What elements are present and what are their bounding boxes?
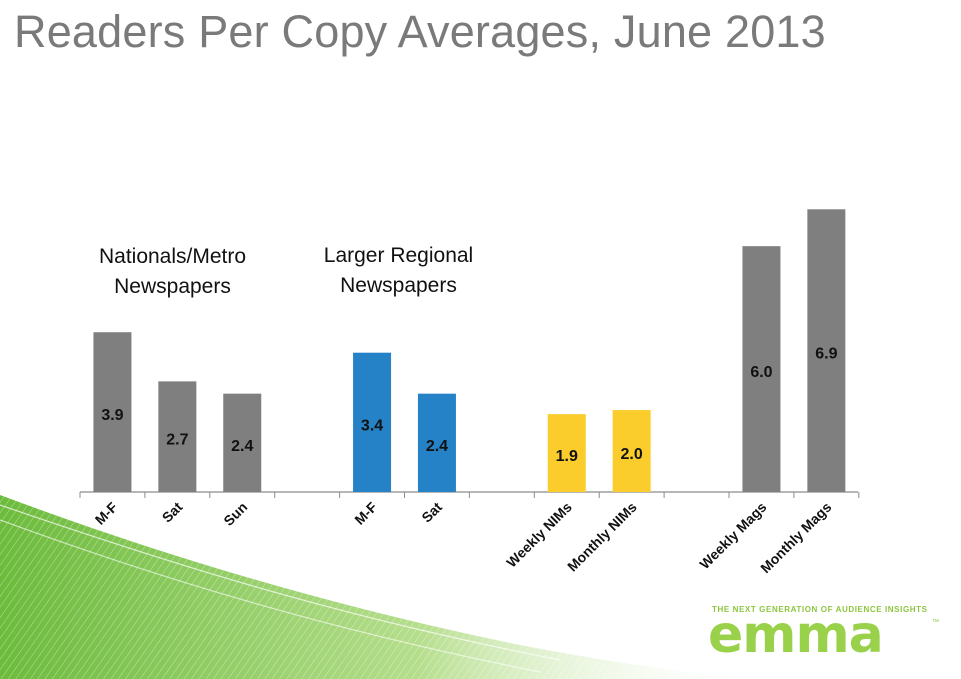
logo-tagline: THE NEXT GENERATION OF AUDIENCE INSIGHTS <box>712 605 928 614</box>
slide-title: Readers Per Copy Averages, June 2013 <box>14 6 826 57</box>
bar-value-label: 2.0 <box>621 446 643 463</box>
bar <box>742 246 781 492</box>
category-label: Weekly NIMs <box>503 499 575 571</box>
bar-value-label: 6.9 <box>815 346 837 363</box>
category-label: Monthly NIMs <box>564 499 640 575</box>
bar-value-label: 3.9 <box>101 407 123 424</box>
bar <box>93 332 132 492</box>
bars-layer <box>93 209 846 492</box>
bar-value-label: 6.0 <box>750 364 772 381</box>
category-label: Sat <box>159 499 186 526</box>
category-label: M-F <box>92 499 121 528</box>
category-label: M-F <box>351 499 380 528</box>
logo-trademark: ™ <box>932 619 939 626</box>
background-swoosh <box>0 495 760 679</box>
value-labels-layer: 3.9 2.7 2.4 3.4 2.4 1.9 2.0 6.0 6.9 <box>101 346 837 465</box>
category-label: Weekly Mags <box>696 499 769 572</box>
bar-value-label: 2.4 <box>426 438 448 455</box>
bar <box>417 393 456 492</box>
group-label-larger-regional: Larger Regional Newspapers <box>323 244 474 297</box>
bar <box>547 414 586 492</box>
bar-value-label: 3.4 <box>361 417 383 434</box>
x-axis-ticks <box>79 492 860 498</box>
logo-wordmark: emma <box>708 605 884 665</box>
category-label: Sun <box>220 499 250 529</box>
bar <box>807 209 846 492</box>
bar <box>353 352 392 492</box>
bar-value-label: 2.7 <box>166 432 188 449</box>
bar-value-label: 2.4 <box>231 438 253 455</box>
bar-value-label: 1.9 <box>556 448 578 465</box>
category-label: Sat <box>418 499 445 526</box>
bar <box>223 393 262 492</box>
emma-logo: THE NEXT GENERATION OF AUDIENCE INSIGHTS… <box>700 605 940 665</box>
bar <box>612 410 651 492</box>
group-label-nationals-metro: Nationals/Metro Newspapers <box>98 245 247 298</box>
bar <box>158 381 197 492</box>
